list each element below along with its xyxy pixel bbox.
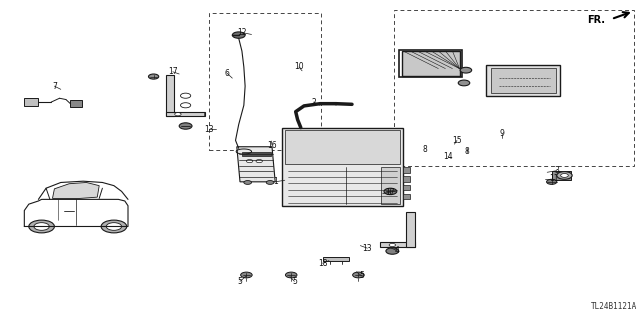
Circle shape [241,272,252,278]
Bar [70,100,82,107]
Circle shape [232,32,245,38]
Text: 18: 18 [318,259,327,268]
Bar [406,212,415,247]
Circle shape [101,220,127,233]
Circle shape [29,220,54,233]
Circle shape [148,74,159,79]
Bar [166,112,205,116]
Text: FR.: FR. [588,15,605,25]
Circle shape [561,174,568,177]
Bar [24,98,38,106]
Bar [403,167,410,173]
Circle shape [175,113,181,116]
Circle shape [384,188,397,195]
Circle shape [266,181,274,184]
Text: 1: 1 [273,177,278,186]
Bar [242,152,271,156]
Bar [282,128,403,206]
Text: 8: 8 [465,147,470,156]
Text: 7: 7 [52,82,57,91]
Circle shape [389,243,396,247]
Polygon shape [52,182,99,198]
Circle shape [34,223,49,230]
Polygon shape [237,147,275,182]
Circle shape [460,67,472,73]
Text: 13: 13 [204,125,214,134]
Text: 5: 5 [359,271,364,280]
Bar [323,257,349,261]
Circle shape [244,181,252,184]
Bar [486,65,560,96]
Bar [209,13,321,150]
Text: 5: 5 [292,277,297,286]
Text: 5: 5 [237,277,243,286]
Circle shape [547,179,557,184]
Circle shape [179,123,192,129]
Text: 12: 12 [237,28,246,37]
Text: 4: 4 [394,246,399,255]
Bar [403,176,410,182]
Circle shape [285,272,297,278]
Circle shape [256,160,262,163]
Circle shape [557,172,572,179]
Bar [166,75,174,116]
Circle shape [353,272,364,278]
Bar [403,185,410,190]
Bar [399,50,462,77]
Text: 14: 14 [443,152,453,161]
Bar [403,194,410,199]
Circle shape [386,248,399,254]
Circle shape [106,223,122,230]
Bar [552,171,571,180]
Text: 11: 11 [549,174,558,183]
Text: TL24B1121A: TL24B1121A [591,302,637,311]
Text: 17: 17 [385,188,396,197]
Circle shape [180,103,191,108]
Bar [381,167,400,204]
Bar [285,130,400,164]
Text: 10: 10 [294,63,304,71]
Text: 16: 16 [267,141,277,150]
Text: 17: 17 [168,67,178,76]
Text: 6: 6 [225,69,230,78]
Polygon shape [402,51,460,76]
Circle shape [246,160,253,163]
Circle shape [458,80,470,86]
Text: 3: 3 [554,166,559,175]
Bar [394,10,634,166]
Text: 13: 13 [362,244,372,253]
Circle shape [180,93,191,98]
Bar [380,242,415,247]
Text: 2: 2 [311,98,316,107]
Text: 9: 9 [500,130,505,138]
Text: 15: 15 [452,136,462,145]
Bar [491,68,556,93]
Text: 8: 8 [422,145,427,153]
